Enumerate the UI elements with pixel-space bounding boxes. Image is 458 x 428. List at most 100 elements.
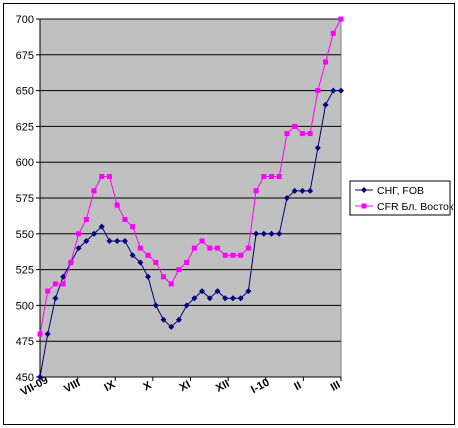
series-0-point — [322, 101, 329, 108]
series-1-point — [315, 88, 321, 94]
series-1-point — [199, 238, 205, 244]
series-1-point — [153, 259, 159, 265]
series-0-point — [183, 302, 190, 309]
series-0-point — [199, 288, 206, 295]
series-0-point — [83, 237, 90, 244]
series-1-point — [122, 216, 128, 222]
series-0-point — [75, 245, 82, 252]
series-0-point — [137, 259, 144, 266]
series-1-point — [207, 245, 213, 251]
series-0-point — [114, 237, 121, 244]
series-0-point — [245, 288, 252, 295]
legend: СНГ, FOB CFR Бл. Восток — [349, 180, 454, 216]
y-tick-label: 450 — [16, 372, 34, 384]
series-1-point — [137, 245, 143, 251]
y-tick-label: 500 — [16, 300, 34, 312]
series-group — [37, 16, 344, 380]
y-axis: 450 475 500 525 550 575 600 625 650 675 700 — [16, 14, 41, 384]
series-1-point — [76, 231, 82, 237]
series-1-point — [68, 259, 74, 265]
series-1-point — [145, 252, 151, 258]
series-0-point — [307, 187, 314, 194]
series-0-point — [260, 230, 267, 237]
gridlines — [40, 18, 341, 342]
series-1-point — [191, 245, 197, 251]
series-1-point — [52, 281, 58, 287]
series-1-point — [269, 174, 275, 180]
series-1-point — [307, 131, 313, 137]
series-0-point — [152, 302, 159, 309]
series-1-point — [114, 202, 120, 208]
series-line-1 — [39, 18, 342, 335]
y-tick-label: 525 — [16, 265, 34, 277]
series-0-point — [98, 223, 105, 230]
series-1-point — [338, 16, 344, 22]
series-0-point — [145, 273, 152, 280]
series-0-point — [214, 288, 221, 295]
series-1-point — [284, 131, 290, 137]
series-1-point — [176, 267, 182, 273]
series-1-point — [130, 224, 136, 230]
series-0-point — [106, 237, 113, 244]
series-0-point — [37, 374, 43, 380]
x-tick-label: XII — [214, 378, 232, 395]
series-1-point — [292, 123, 298, 129]
series-0-point — [191, 295, 198, 302]
series-1-point — [91, 188, 97, 194]
x-tick-label: II — [292, 380, 303, 393]
series-1-point — [99, 174, 105, 180]
series-0-point — [91, 230, 98, 237]
series-1-point — [184, 259, 190, 265]
series-0-point — [237, 295, 244, 302]
series-1-point — [230, 252, 236, 258]
y-tick-label: 625 — [16, 121, 34, 133]
series-1-point — [253, 188, 259, 194]
series-0-point — [314, 144, 321, 151]
series-1-point — [299, 131, 305, 137]
legend-label-0: СНГ, FOB — [377, 185, 424, 197]
series-0-point — [222, 295, 229, 302]
y-tick-label: 700 — [16, 14, 34, 26]
y-tick-label: 550 — [16, 229, 34, 241]
series-0-point — [338, 87, 344, 94]
series-0-point — [330, 87, 337, 94]
legend-marker-1 — [361, 203, 367, 209]
series-1-point — [160, 274, 166, 280]
series-0-point — [276, 230, 283, 237]
series-1-point — [222, 252, 228, 258]
series-0-point — [206, 295, 213, 302]
series-line-0 — [39, 90, 341, 378]
series-1-point — [261, 174, 267, 180]
y-tick-label: 650 — [16, 86, 34, 98]
legend-marker-0 — [361, 187, 367, 193]
series-1-point — [37, 331, 43, 337]
series-0-point — [44, 331, 51, 338]
y-tick-label: 475 — [16, 336, 34, 348]
series-0-point — [52, 295, 59, 302]
series-1-point — [83, 216, 89, 222]
series-0-point — [168, 323, 175, 330]
series-0-point — [160, 316, 167, 323]
series-0-point — [229, 295, 236, 302]
series-1-point — [245, 245, 251, 251]
series-0-point — [291, 187, 298, 194]
series-0-point — [175, 316, 182, 323]
series-1-point — [323, 59, 329, 65]
x-tick-label: XI — [178, 379, 193, 394]
series-1-point — [106, 174, 112, 180]
legend-label-1: CFR Бл. Восток — [377, 201, 454, 213]
series-1-point — [238, 252, 244, 258]
series-0-point — [253, 230, 260, 237]
series-1-point — [276, 174, 282, 180]
series-1-point — [168, 281, 174, 287]
series-0-point — [268, 230, 275, 237]
series-1-point — [330, 30, 336, 36]
series-1-point — [45, 288, 51, 294]
series-0-point — [283, 195, 290, 201]
series-0-point — [121, 237, 128, 244]
series-1-point — [60, 281, 66, 287]
y-tick-label: 600 — [16, 157, 34, 169]
series-0-point — [299, 187, 306, 194]
